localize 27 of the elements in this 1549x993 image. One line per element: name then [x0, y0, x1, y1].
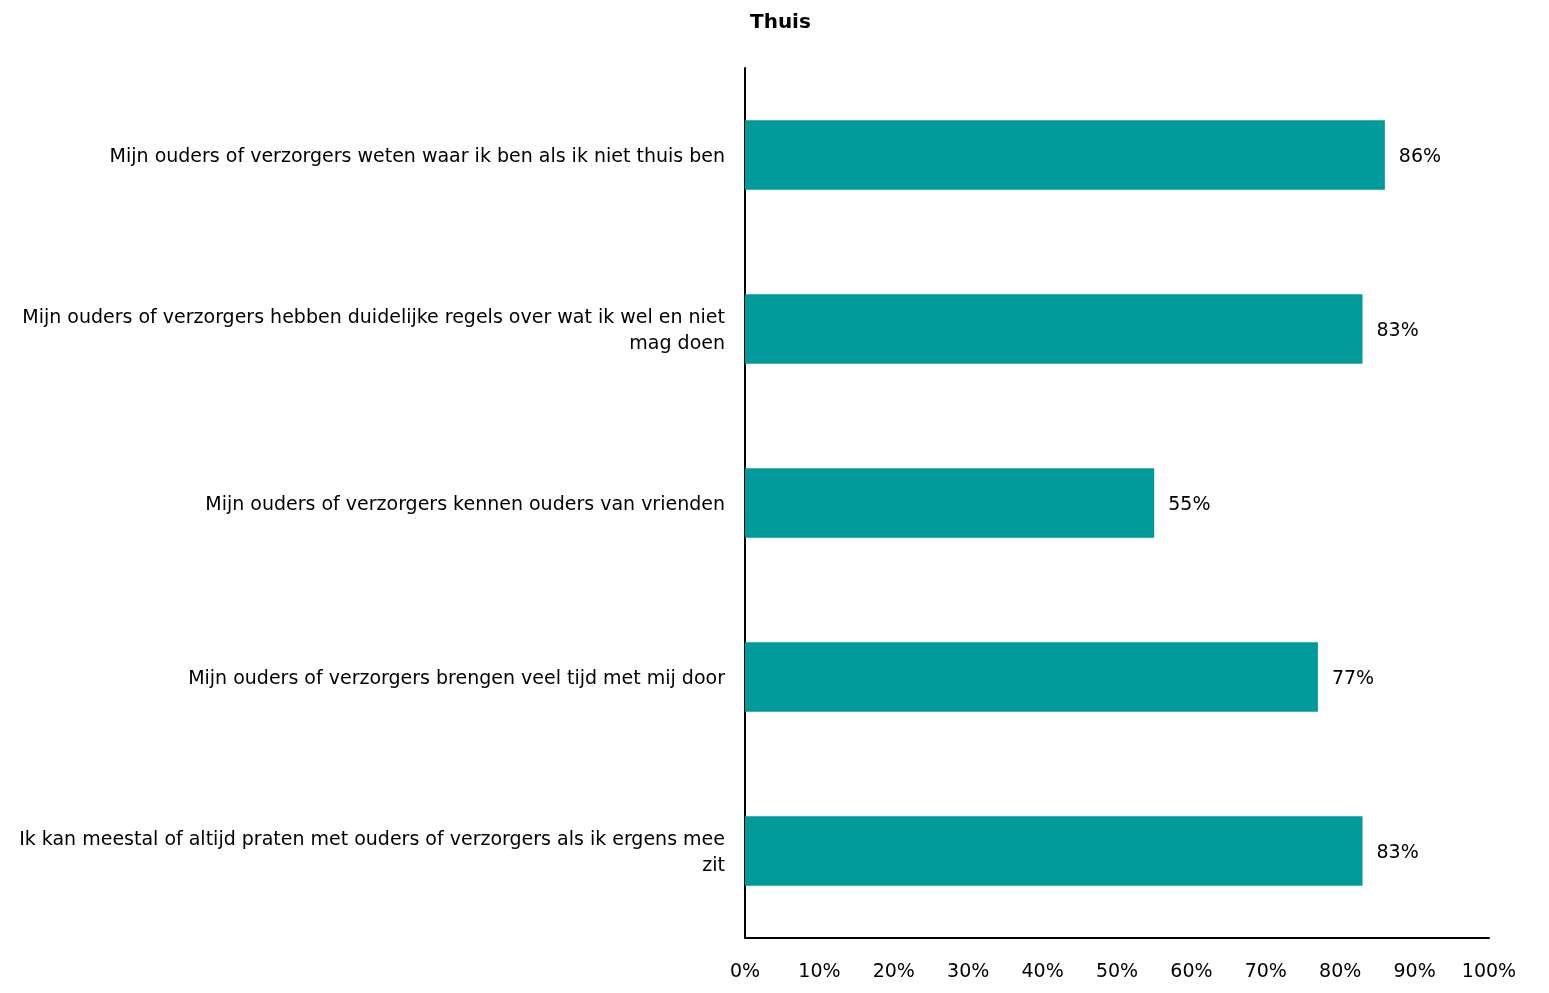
y-tick-label: Mijn ouders of verzorgers kennen ouders van vrienden: [205, 492, 725, 514]
y-tick-label: Ik kan meestal of altijd praten met ouders of verzorgers als ik ergens mee zit: [19, 827, 725, 875]
x-tick-label: 100%: [1461, 958, 1517, 981]
data-label: 83%: [1376, 318, 1419, 340]
x-tick-label: 10%: [798, 958, 841, 981]
bar: [745, 294, 1363, 364]
y-tick-label: Mijn ouders of verzorgers weten waar ik ben als ik niet thuis ben: [109, 144, 725, 166]
bar: [745, 816, 1363, 886]
data-label: 55%: [1168, 492, 1211, 514]
x-tick-label: 0%: [729, 958, 761, 981]
bar: [745, 642, 1318, 712]
x-tick-label: 20%: [872, 958, 915, 981]
x-tick-label: 60%: [1170, 958, 1213, 981]
y-tick-label: Mijn ouders of verzorgers brengen veel tijd met mij door: [188, 666, 726, 688]
y-tick-label: Mijn ouders of verzorgers hebben duidelijke regels over wat ik wel en niet mag doen: [22, 305, 725, 353]
bar: [745, 120, 1385, 190]
data-label: 77%: [1331, 666, 1375, 688]
data-label: 86%: [1398, 144, 1442, 166]
x-tick-label: 30%: [947, 958, 990, 981]
x-tick-label: 90%: [1393, 958, 1436, 981]
bar: [745, 468, 1155, 538]
x-tick-label: 50%: [1095, 958, 1139, 981]
x-tick-label: 80%: [1319, 958, 1362, 981]
data-label: 83%: [1376, 840, 1419, 862]
x-tick-label: 70%: [1244, 958, 1287, 981]
x-tick-label: 40%: [1021, 958, 1064, 981]
chart-title: Thuis: [750, 9, 811, 33]
